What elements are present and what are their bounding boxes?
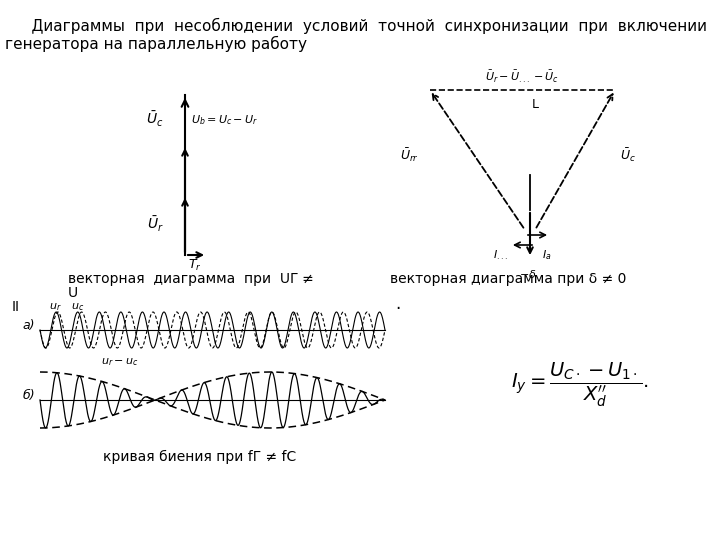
Text: Диаграммы  при  несоблюдении  условий  точной  синхронизации  при  включении: Диаграммы при несоблюдении условий точно…: [12, 18, 708, 34]
Text: $T_r$: $T_r$: [188, 258, 202, 273]
Text: U: U: [68, 286, 78, 300]
Text: L: L: [531, 98, 539, 111]
Text: кривая биения при fГ ≠ fС: кривая биения при fГ ≠ fС: [104, 450, 297, 464]
Text: б): б): [22, 388, 35, 402]
Text: $U_b = U_c - U_r$: $U_b = U_c - U_r$: [191, 113, 258, 127]
Text: $u_r - u_c$: $u_r - u_c$: [102, 356, 139, 368]
Text: $-\delta$: $-\delta$: [519, 268, 537, 280]
Text: $u_r$: $u_r$: [49, 301, 61, 313]
Text: генератора на параллельную работу: генератора на параллельную работу: [5, 36, 307, 52]
Text: $\bar{U}_{rr}$: $\bar{U}_{rr}$: [400, 146, 419, 164]
Text: векторная  диаграмма  при  UΓ ≠: векторная диаграмма при UΓ ≠: [68, 272, 314, 286]
Text: $\bar{U}_r - \bar{U}_{...} - \bar{U}_c$: $\bar{U}_r - \bar{U}_{...} - \bar{U}_c$: [485, 69, 559, 85]
Text: а): а): [22, 319, 35, 332]
Text: $I_a$: $I_a$: [542, 248, 552, 262]
Text: $\bar{U}_c$: $\bar{U}_c$: [620, 146, 636, 164]
Text: $u_c$: $u_c$: [71, 301, 85, 313]
Text: ·: ·: [395, 300, 400, 318]
Text: II: II: [12, 300, 20, 314]
Text: $\bar{U}_c$: $\bar{U}_c$: [146, 110, 163, 130]
Text: $I_{...}$: $I_{...}$: [492, 248, 508, 262]
Text: $\bar{U}_r$: $\bar{U}_r$: [147, 215, 163, 234]
Text: $I_y = \dfrac{U_{C\cdot} - U_{1\cdot}}{X_d^{\prime\prime}}.$: $I_y = \dfrac{U_{C\cdot} - U_{1\cdot}}{X…: [511, 361, 649, 409]
Text: векторная диаграмма при δ ≠ 0: векторная диаграмма при δ ≠ 0: [390, 272, 626, 286]
